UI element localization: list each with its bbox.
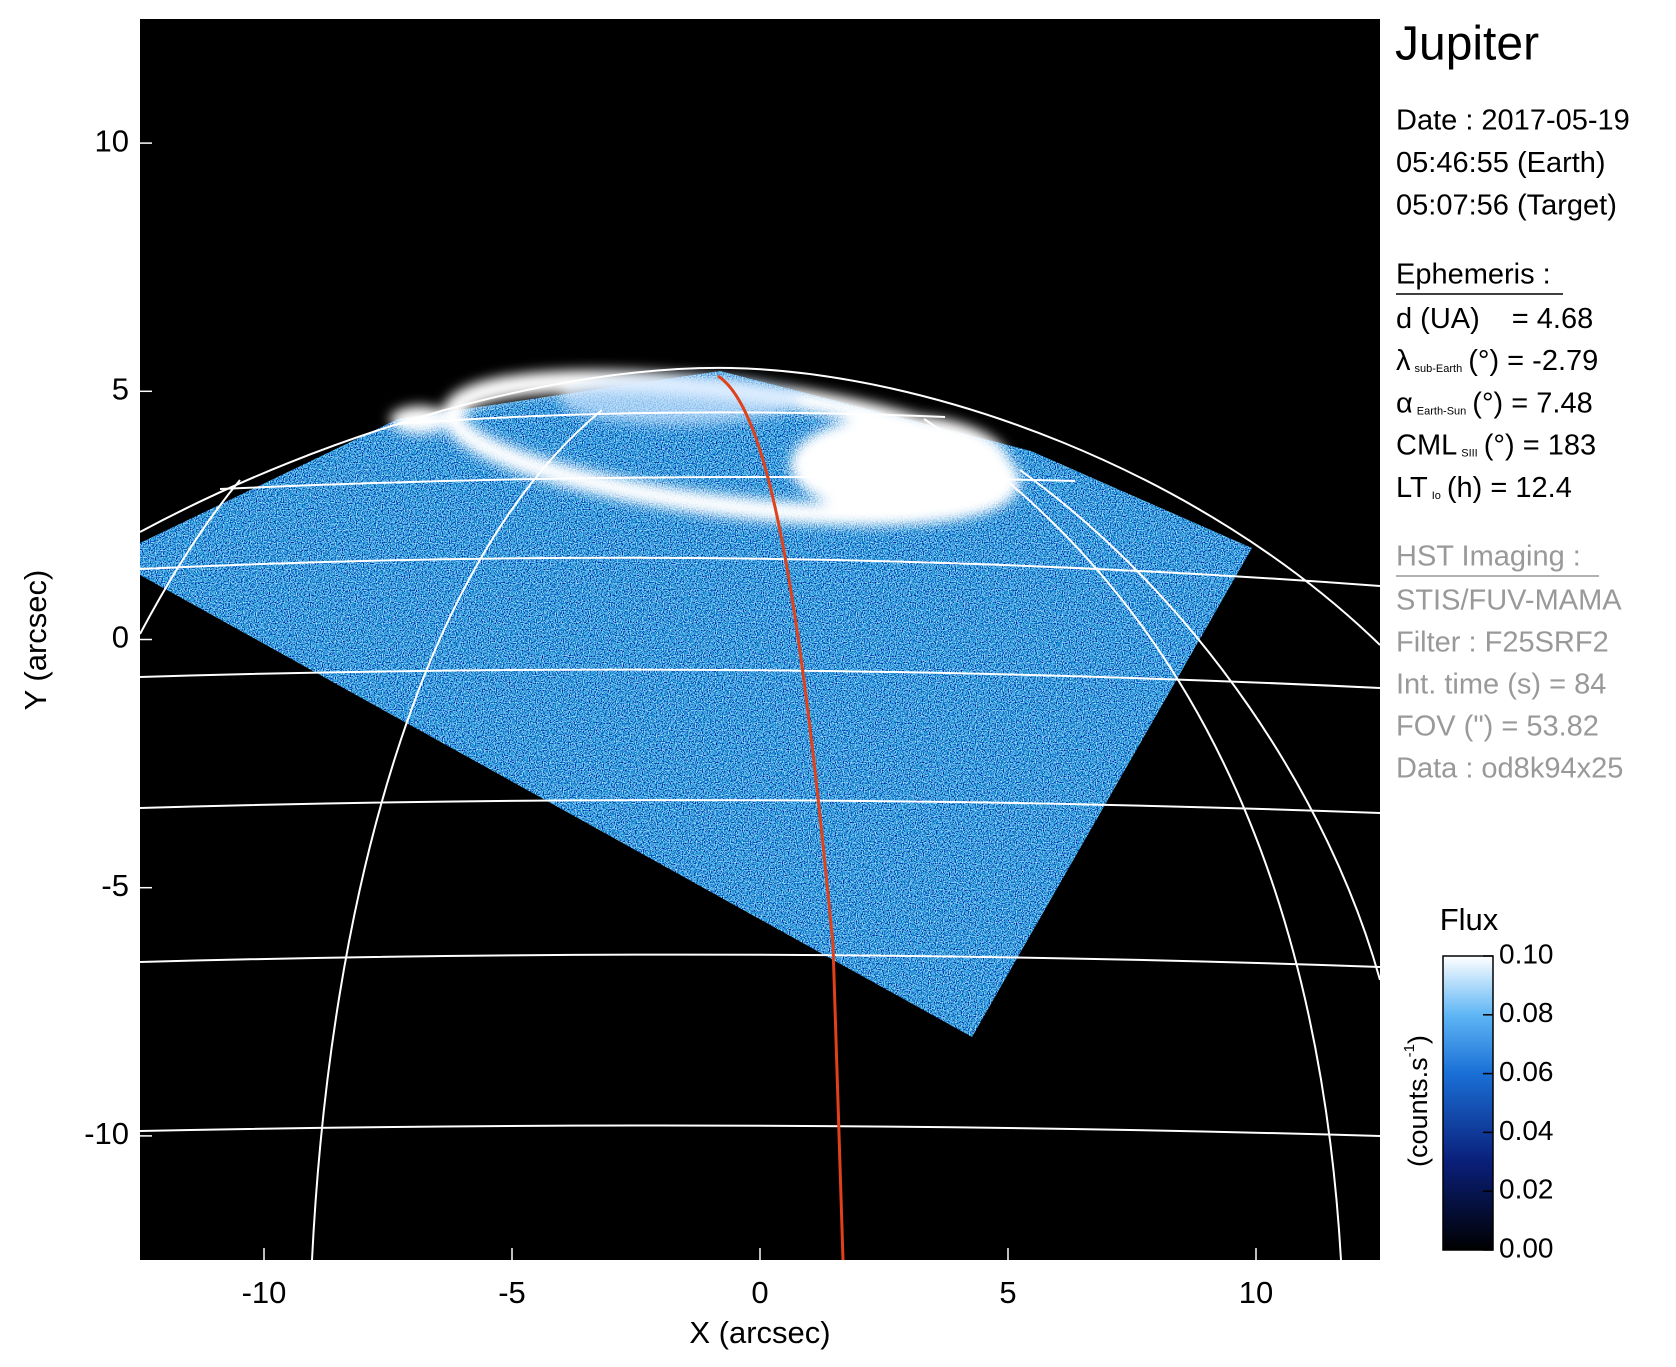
image: [140, 366, 1380, 1260]
date-line: 05:07:56 (Target): [1396, 190, 1617, 222]
latitude-line: [397, 411, 946, 425]
colorbar-tick-label: 0.10: [1499, 938, 1554, 969]
x-axis-label: X (arcsec): [689, 1315, 830, 1350]
imaging-row: Int. time (s) = 84: [1396, 669, 1606, 701]
imaging-row: Filter : F25SRF2: [1396, 627, 1609, 659]
imaging-heading: HST Imaging :: [1396, 541, 1581, 573]
row-label: λ: [1396, 345, 1411, 377]
date-line: Date : 2017-05-19: [1396, 105, 1630, 137]
imaging-row: Data : od8k94x25: [1396, 753, 1623, 785]
row-sub: Io: [1432, 490, 1441, 502]
date-line: 05:46:55 (Earth): [1396, 147, 1606, 179]
latitude-line: [140, 556, 1380, 587]
limb: [140, 366, 1380, 646]
x-tick-label: 0: [751, 1275, 768, 1310]
latitude-line: [219, 475, 1076, 490]
planet-title: Jupiter: [1395, 18, 1539, 71]
imaging-row: FOV (") = 53.82: [1396, 711, 1599, 743]
row-value: (°) = 183: [1484, 429, 1596, 461]
colorbar-tick-label: 0.04: [1499, 1115, 1554, 1146]
ephemeris-row: d (UA) = 4.68: [1396, 303, 1593, 335]
x-tick-label: 10: [1239, 1275, 1273, 1310]
ephemeris-row: LT Io (h) = 12.4: [1396, 471, 1572, 503]
x-tick-label: 5: [999, 1275, 1016, 1310]
imaging-row: STIS/FUV-MAMA: [1396, 585, 1622, 617]
row-label: CML: [1396, 429, 1457, 461]
central-meridian: [717, 374, 845, 1260]
observed-region: [140, 371, 1252, 1037]
latitude-line: [140, 1124, 1380, 1137]
row-value: (h) = 12.4: [1447, 471, 1572, 503]
latitude-line: [140, 668, 1380, 689]
y-tick-label: 5: [112, 371, 129, 406]
x-tick-label: -10: [242, 1275, 287, 1310]
colorbar-tick-label: 0.08: [1499, 997, 1554, 1028]
y-tick-label: 0: [112, 620, 129, 655]
longitude-line: [311, 409, 603, 1260]
longitude-line: [923, 418, 1342, 1260]
row-sub: SIII: [1461, 448, 1478, 460]
longitude-line: [1019, 469, 1380, 981]
longitude-line: [140, 479, 241, 635]
colorbar-tick-label: 0.06: [1499, 1056, 1554, 1087]
colorbar: [1442, 955, 1494, 1251]
ephemeris-row: λ sub-Earth (°) = -2.79: [1396, 345, 1598, 377]
row-value: (°) = -2.79: [1468, 345, 1598, 377]
plot-area: [140, 19, 1380, 1260]
row-label: α: [1396, 387, 1413, 419]
info-panel: Date : 2017-05-19 05:46:55 (Earth) 05:07:5…: [1396, 105, 1630, 785]
unit-sup: -1: [1401, 1044, 1418, 1057]
colorbar-tick-label: 0.00: [1499, 1232, 1554, 1263]
unit-end: ): [1403, 1035, 1433, 1044]
latitude-line: [140, 953, 1380, 968]
unit-text: (counts.s: [1403, 1057, 1433, 1167]
row-sub: sub-Earth: [1415, 363, 1463, 375]
row-value: (°) = 7.48: [1472, 387, 1592, 419]
latitude-line: [140, 799, 1380, 814]
row-value: = 4.68: [1512, 303, 1593, 335]
row-label: LT: [1396, 471, 1428, 503]
colorbar-title: Flux: [1440, 902, 1499, 937]
ephemeris-row: α Earth-Sun (°) = 7.48: [1396, 387, 1593, 419]
y-axis-label: Y (arcsec): [18, 570, 53, 711]
colorbar-unit: (counts.s-1): [1401, 1035, 1433, 1167]
y-tick-label: -10: [84, 1116, 129, 1151]
row-sub: Earth-Sun: [1417, 405, 1467, 417]
row-label: d (UA): [1396, 303, 1480, 335]
y-tick-label: 10: [95, 123, 129, 158]
ephemeris-row: CML SIII (°) = 183: [1396, 429, 1596, 461]
ephemeris-heading: Ephemeris :: [1396, 259, 1551, 291]
y-tick-label: -5: [101, 868, 129, 903]
x-tick-label: -5: [498, 1275, 526, 1310]
colorbar-tick-label: 0.02: [1499, 1174, 1554, 1205]
